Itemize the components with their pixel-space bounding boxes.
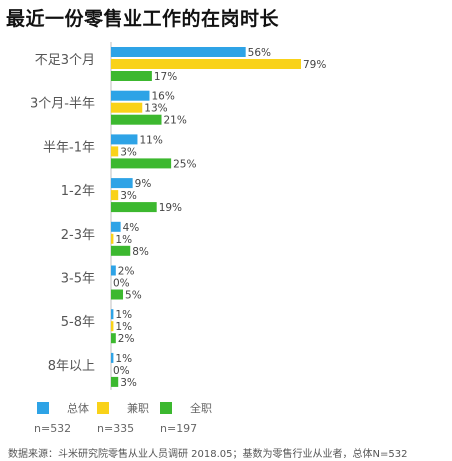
bar-overall bbox=[111, 352, 114, 363]
bar-overall bbox=[111, 47, 246, 57]
legend-swatch-fulltime bbox=[160, 402, 172, 414]
category-label: 3个月-半年 bbox=[30, 97, 95, 112]
data-label-parttime: 3% bbox=[120, 190, 137, 202]
bar-overall bbox=[111, 90, 150, 101]
data-label-parttime: 1% bbox=[115, 234, 132, 246]
legend-label-fulltime: 全职 bbox=[190, 402, 212, 415]
data-label-fulltime: 5% bbox=[125, 290, 142, 302]
data-label-overall: 56% bbox=[248, 47, 271, 59]
chart-title: 最近一份零售业工作的在岗时长 bbox=[6, 8, 280, 30]
bar-overall bbox=[111, 134, 138, 145]
bar-fulltime bbox=[111, 245, 131, 256]
bar-fulltime bbox=[111, 114, 162, 125]
data-label-fulltime: 3% bbox=[120, 377, 137, 389]
bar-parttime bbox=[111, 190, 119, 201]
data-label-overall: 16% bbox=[151, 91, 174, 103]
data-label-overall: 1% bbox=[115, 353, 132, 365]
data-label-overall: 2% bbox=[118, 266, 135, 278]
category-label: 1-2年 bbox=[61, 184, 95, 199]
data-label-fulltime: 25% bbox=[173, 158, 196, 170]
data-label-parttime: 3% bbox=[120, 146, 137, 158]
sample-size-overall: n=532 bbox=[34, 422, 72, 435]
sample-size-fulltime: n=197 bbox=[160, 422, 198, 435]
data-label-overall: 4% bbox=[123, 222, 140, 234]
data-label-parttime: 0% bbox=[113, 365, 130, 377]
category-label: 5-8年 bbox=[61, 315, 95, 330]
bar-fulltime bbox=[111, 376, 119, 387]
legend-label-parttime: 兼职 bbox=[127, 402, 149, 415]
sample-size-parttime: n=335 bbox=[97, 422, 135, 435]
legend-swatch-parttime bbox=[97, 402, 109, 414]
category-label: 半年-1年 bbox=[43, 140, 95, 155]
bar-fulltime bbox=[111, 333, 116, 344]
data-label-fulltime: 2% bbox=[118, 333, 135, 345]
bar-parttime bbox=[111, 102, 143, 113]
bar-overall bbox=[111, 309, 114, 320]
bar-overall bbox=[111, 178, 133, 189]
bar-fulltime bbox=[111, 71, 152, 81]
legend-item-parttime: 兼职 bbox=[97, 400, 149, 416]
category-label: 3-5年 bbox=[61, 272, 95, 287]
data-label-fulltime: 8% bbox=[132, 246, 149, 258]
data-label-fulltime: 19% bbox=[159, 202, 182, 214]
bar-parttime bbox=[111, 59, 301, 69]
data-label-parttime: 1% bbox=[115, 321, 132, 333]
bar-fulltime bbox=[111, 202, 157, 213]
data-label-overall: 1% bbox=[115, 309, 132, 321]
bar-overall bbox=[111, 221, 121, 232]
data-label-parttime: 79% bbox=[303, 59, 326, 71]
bar-overall bbox=[111, 265, 116, 276]
data-label-parttime: 13% bbox=[144, 103, 167, 115]
legend-label-overall: 总体 bbox=[67, 402, 89, 415]
bar-fulltime bbox=[111, 289, 124, 300]
data-label-fulltime: 21% bbox=[164, 115, 187, 127]
legend-swatch-overall bbox=[37, 402, 49, 414]
data-source-note: 数据来源：斗米研究院零售从业人员调研 2018.05；基数为零售行业从业者，总体… bbox=[8, 449, 408, 460]
category-label: 不足3个月 bbox=[35, 53, 95, 68]
bar-fulltime bbox=[111, 158, 172, 169]
bar-parttime bbox=[111, 146, 119, 157]
bar-parttime bbox=[111, 233, 114, 244]
category-label: 8年以上 bbox=[48, 359, 95, 374]
category-label: 2-3年 bbox=[61, 228, 95, 243]
legend-item-fulltime: 全职 bbox=[160, 400, 212, 416]
data-label-fulltime: 17% bbox=[154, 71, 177, 83]
data-label-parttime: 0% bbox=[113, 278, 130, 290]
data-label-overall: 11% bbox=[139, 134, 162, 146]
bar-parttime bbox=[111, 321, 114, 332]
legend-item-overall: 总体 bbox=[37, 400, 89, 416]
data-label-overall: 9% bbox=[135, 178, 152, 190]
